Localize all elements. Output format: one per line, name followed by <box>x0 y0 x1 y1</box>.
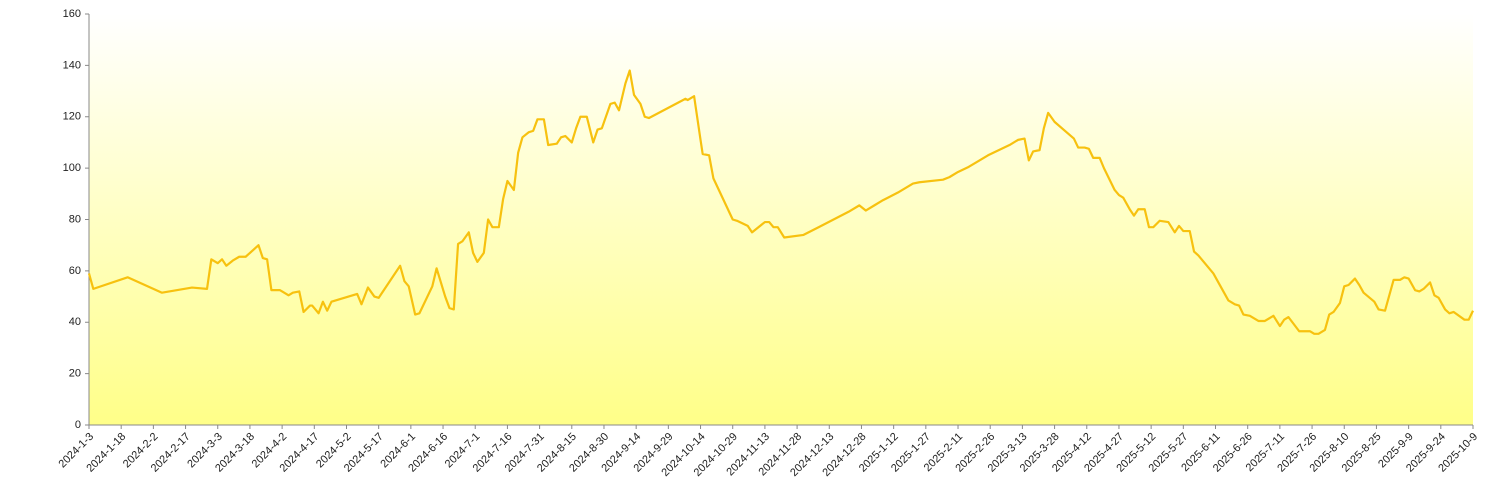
y-tick-label: 60 <box>69 265 81 277</box>
y-tick-label: 160 <box>63 8 81 20</box>
y-tick-label: 40 <box>69 316 81 328</box>
y-tick-label: 0 <box>75 419 81 431</box>
y-tick-label: 80 <box>69 213 81 225</box>
y-tick-label: 100 <box>63 162 81 174</box>
y-tick-label: 20 <box>69 368 81 380</box>
plot-area <box>89 14 1473 425</box>
y-tick-label: 140 <box>63 59 81 71</box>
line-series <box>87 69 1474 335</box>
y-tick-label: 120 <box>63 111 81 123</box>
